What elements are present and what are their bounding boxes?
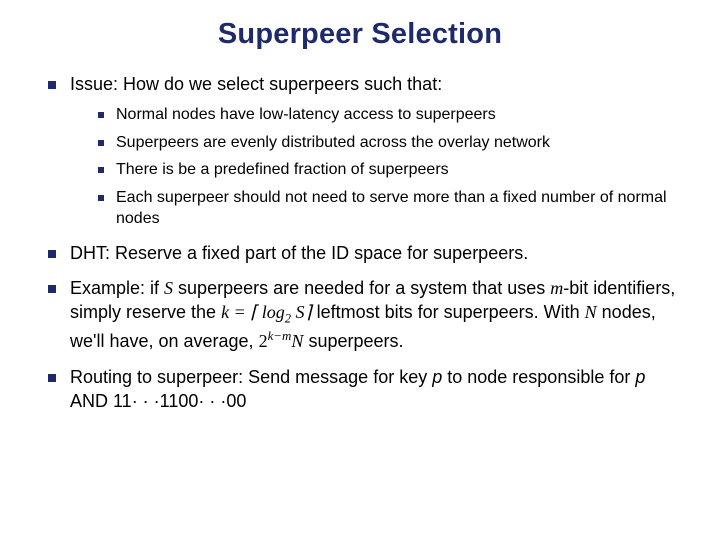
slide-title: Superpeer Selection: [44, 18, 676, 51]
bullet-list-inner: Normal nodes have low-latency access to …: [70, 105, 676, 230]
bullet-routing: Routing to superpeer: Send message for k…: [44, 366, 676, 414]
var-m: m: [550, 278, 563, 298]
formula-close: ⌉: [305, 302, 312, 322]
sub-bullet: Superpeers are evenly distributed across…: [94, 133, 676, 154]
text-fragment: Routing to superpeer: Send message for k…: [70, 367, 432, 387]
sub-bullet-text: There is be a predefined fraction of sup…: [116, 161, 449, 178]
exp-km: k−m: [268, 328, 292, 343]
sub-bullet-text: Superpeers are evenly distributed across…: [116, 134, 550, 151]
bullet-dht: DHT: Reserve a fixed part of the ID spac…: [44, 242, 676, 266]
base-2: 2: [259, 331, 268, 351]
formula-k: k = ⌈ log2 S⌉: [221, 302, 312, 322]
var-p: p: [635, 367, 645, 387]
formula-S: S: [291, 302, 305, 322]
sub-bullet: There is be a predefined fraction of sup…: [94, 160, 676, 181]
formula-k-text: k = ⌈ log: [221, 302, 285, 322]
formula-2km: 2k−mN: [259, 331, 304, 351]
bullet-example: Example: if S superpeers are needed for …: [44, 277, 676, 354]
bullet-text: DHT: Reserve a fixed part of the ID spac…: [70, 243, 528, 263]
var-N: N: [585, 302, 597, 322]
text-fragment: AND 11· · ·1100· · ·00: [70, 391, 246, 411]
bullet-issue: Issue: How do we select superpeers such …: [44, 73, 676, 230]
text-fragment: leftmost bits for superpeers. With: [312, 302, 585, 322]
var-p: p: [432, 367, 442, 387]
slide: Superpeer Selection Issue: How do we sel…: [0, 0, 720, 540]
var-S: S: [164, 278, 173, 298]
sub-bullet: Normal nodes have low-latency access to …: [94, 105, 676, 126]
text-fragment: Example: if: [70, 278, 164, 298]
sub-bullet-text: Each superpeer should not need to serve …: [116, 189, 667, 227]
sub-bullet: Each superpeer should not need to serve …: [94, 188, 676, 230]
text-fragment: to node responsible for: [442, 367, 635, 387]
bullet-list-outer: Issue: How do we select superpeers such …: [44, 73, 676, 426]
sub-bullet-text: Normal nodes have low-latency access to …: [116, 106, 496, 123]
var-N2: N: [291, 331, 303, 351]
text-fragment: superpeers.: [303, 331, 403, 351]
bullet-text: Issue: How do we select superpeers such …: [70, 74, 442, 94]
text-fragment: superpeers are needed for a system that …: [173, 278, 550, 298]
